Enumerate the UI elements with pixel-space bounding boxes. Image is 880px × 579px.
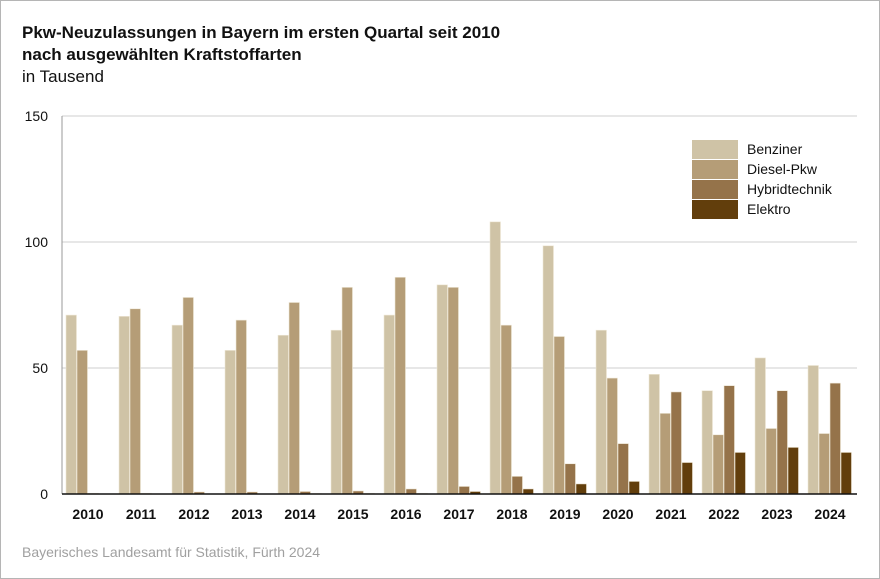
- x-tick-label: 2022: [708, 506, 739, 522]
- bar-elektro-2021: [681, 462, 693, 495]
- bar-diesel-pkw-2012: [182, 297, 194, 495]
- bar-elektro-2024: [840, 452, 852, 495]
- bar-benziner-2013: [224, 350, 236, 495]
- bar-benziner-2017: [436, 284, 448, 495]
- y-tick-label: 50: [32, 360, 48, 376]
- bar-diesel-pkw-2024: [818, 433, 830, 495]
- bar-elektro-2020: [628, 481, 640, 495]
- bar-diesel-pkw-2022: [712, 434, 724, 495]
- x-tick-label: 2010: [72, 506, 103, 522]
- legend-label: Hybridtechnik: [747, 181, 833, 197]
- y-tick-label: 0: [40, 486, 48, 502]
- bar-elektro-2018: [522, 488, 534, 495]
- bar-hybridtechnik-2020: [617, 443, 629, 495]
- x-tick-label: 2017: [443, 506, 474, 522]
- x-tick-label: 2012: [178, 506, 209, 522]
- bar-diesel-pkw-2020: [606, 377, 618, 495]
- bar-benziner-2021: [648, 373, 660, 495]
- bar-benziner-2022: [701, 390, 713, 495]
- bar-diesel-pkw-2019: [553, 336, 565, 495]
- x-tick-label: 2020: [602, 506, 633, 522]
- x-tick-label: 2016: [390, 506, 421, 522]
- bar-benziner-2010: [65, 314, 77, 495]
- bar-benziner-2024: [807, 365, 819, 495]
- bar-hybridtechnik-2023: [776, 390, 788, 495]
- bar-diesel-pkw-2016: [394, 276, 406, 495]
- bar-benziner-2016: [383, 314, 395, 495]
- chart-unit: in Tausend: [22, 67, 104, 86]
- x-tick-label: 2021: [655, 506, 686, 522]
- bar-elektro-2019: [575, 483, 587, 495]
- bar-benziner-2019: [542, 245, 554, 495]
- bar-hybridtechnik-2021: [670, 391, 682, 495]
- bar-hybridtechnik-2017: [458, 486, 470, 495]
- bar-benziner-2011: [118, 316, 130, 495]
- x-tick-label: 2013: [231, 506, 262, 522]
- source-note: Bayerisches Landesamt für Statistik, Für…: [22, 544, 321, 560]
- bar-diesel-pkw-2015: [341, 287, 353, 495]
- bar-diesel-pkw-2013: [235, 319, 247, 495]
- bar-hybridtechnik-2024: [829, 382, 841, 495]
- bar-diesel-pkw-2014: [288, 302, 300, 495]
- bar-benziner-2012: [171, 324, 183, 495]
- y-tick-label: 100: [25, 234, 49, 250]
- bar-diesel-pkw-2023: [765, 428, 777, 495]
- bar-hybridtechnik-2022: [723, 385, 735, 495]
- x-tick-label: 2019: [549, 506, 580, 522]
- bar-hybridtechnik-2018: [511, 476, 523, 495]
- bar-benziner-2018: [489, 221, 501, 495]
- bar-diesel-pkw-2018: [500, 324, 512, 495]
- x-tick-label: 2018: [496, 506, 527, 522]
- legend-label: Diesel-Pkw: [747, 161, 818, 177]
- x-tick-label: 2023: [761, 506, 792, 522]
- x-tick-label: 2011: [126, 506, 157, 522]
- x-tick-label: 2014: [284, 506, 315, 522]
- legend-swatch-elektro: [692, 200, 738, 219]
- y-tick-label: 150: [25, 108, 49, 124]
- legend-label: Elektro: [747, 201, 791, 217]
- bar-diesel-pkw-2011: [129, 308, 141, 495]
- bar-diesel-pkw-2021: [659, 413, 671, 495]
- bar-diesel-pkw-2017: [447, 287, 459, 495]
- bar-diesel-pkw-2010: [76, 350, 88, 495]
- bar-elektro-2022: [734, 452, 746, 495]
- chart-subtitle: nach ausgewählten Kraftstoffarten: [22, 45, 302, 64]
- bar-elektro-2023: [787, 447, 799, 495]
- bar-benziner-2023: [754, 357, 766, 495]
- bar-hybridtechnik-2019: [564, 463, 576, 495]
- bar-benziner-2020: [595, 329, 607, 495]
- bar-benziner-2014: [277, 334, 289, 495]
- x-tick-label: 2015: [337, 506, 368, 522]
- chart-title: Pkw-Neuzulassungen in Bayern im ersten Q…: [22, 23, 501, 42]
- x-tick-label: 2024: [814, 506, 845, 522]
- legend-swatch-benziner: [692, 140, 738, 159]
- legend-label: Benziner: [747, 141, 803, 157]
- bar-hybridtechnik-2016: [405, 488, 417, 495]
- bar-benziner-2015: [330, 329, 342, 495]
- legend-swatch-diesel-pkw: [692, 160, 738, 179]
- legend-swatch-hybridtechnik: [692, 180, 738, 199]
